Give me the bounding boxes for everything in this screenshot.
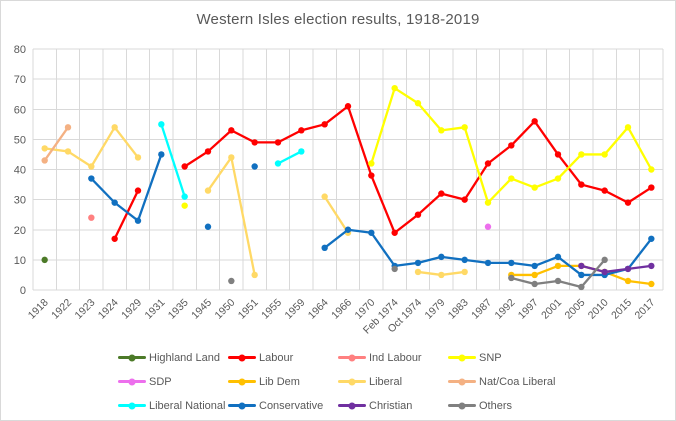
svg-text:1959: 1959 [282, 297, 307, 322]
legend-swatch-labour [228, 354, 256, 361]
svg-text:1923: 1923 [72, 297, 97, 322]
svg-text:1922: 1922 [49, 297, 74, 322]
series-ind-labour [88, 214, 95, 221]
legend-swatch-highland-land [118, 354, 146, 361]
legend-item-highland-land: Highland Land [118, 350, 228, 365]
legend-swatch-liberal [338, 378, 366, 385]
legend-item-lib-dem: Lib Dem [228, 374, 338, 389]
svg-text:1955: 1955 [259, 297, 284, 322]
svg-text:30: 30 [14, 195, 26, 207]
legend-label: Liberal National [149, 399, 226, 412]
legend-item-sdp: SDP [118, 374, 228, 389]
legend-label: Others [479, 399, 513, 412]
svg-text:2017: 2017 [632, 297, 657, 322]
legend-label: Labour [259, 351, 294, 364]
series-labour [111, 103, 655, 242]
svg-text:1935: 1935 [166, 297, 191, 322]
series-snp [181, 84, 655, 209]
legend-item-others: Others [448, 398, 558, 413]
legend-swatch-snp [448, 354, 476, 361]
chart-legend: Highland Land Labour Ind Labour SNP SDP Lib D… [118, 350, 558, 413]
gridlines [32, 48, 664, 291]
legend-label: Liberal [369, 375, 403, 388]
legend-item-liberal-national: Liberal National [118, 398, 228, 413]
chart-title: Western Isles election results, 1918-201… [196, 11, 480, 28]
legend-swatch-christian [338, 402, 366, 409]
svg-text:1945: 1945 [189, 297, 214, 322]
line-chart: 0102030405060708019181922192319241929193… [14, 44, 664, 337]
legend-label: Ind Labour [369, 351, 422, 364]
series-liberal [41, 124, 468, 279]
legend-swatch-ind-labour [338, 354, 366, 361]
legend-item-christian: Christian [338, 398, 448, 413]
series-highland-land [41, 256, 48, 264]
svg-text:70: 70 [14, 74, 26, 86]
series-others [228, 256, 608, 291]
svg-text:80: 80 [14, 44, 26, 56]
svg-text:1992: 1992 [492, 297, 517, 322]
legend-swatch-conservative [228, 402, 256, 409]
svg-text:1979: 1979 [422, 297, 447, 322]
legend-item-ind-labour: Ind Labour [338, 350, 448, 365]
y-axis-labels: 0 10 20 30 40 50 60 70 80 [14, 44, 26, 297]
svg-text:40: 40 [14, 165, 26, 177]
svg-text:1929: 1929 [119, 297, 144, 322]
svg-text:0: 0 [20, 285, 26, 297]
svg-text:2005: 2005 [562, 297, 587, 322]
svg-text:1997: 1997 [516, 297, 541, 322]
svg-text:1983: 1983 [446, 297, 471, 322]
series-sdp [484, 223, 492, 230]
legend-label: Conservative [259, 399, 324, 412]
x-axis-labels: 1918192219231924192919311935194519501951… [26, 297, 658, 337]
svg-text:2001: 2001 [539, 297, 564, 322]
legend-swatch-others [448, 402, 476, 409]
legend-label: Highland Land [149, 351, 220, 364]
legend-label: Christian [369, 399, 413, 412]
svg-text:1987: 1987 [469, 297, 494, 322]
legend-swatch-liberal-national [118, 402, 146, 409]
legend-label: SDP [149, 375, 172, 388]
legend-label: SNP [479, 351, 502, 364]
svg-text:60: 60 [14, 104, 26, 116]
legend-item-snp: SNP [448, 350, 558, 365]
svg-text:1924: 1924 [96, 297, 121, 322]
series-christian [578, 262, 655, 276]
svg-text:1964: 1964 [306, 297, 331, 322]
legend-swatch-sdp [118, 378, 146, 385]
legend-item-conservative: Conservative [228, 398, 338, 413]
legend-item-labour: Labour [228, 350, 338, 365]
svg-text:1966: 1966 [329, 297, 354, 322]
legend-label: Lib Dem [259, 375, 300, 388]
series-nat-coa-liberal [41, 124, 72, 164]
legend-swatch-lib-dem [228, 378, 256, 385]
svg-text:1918: 1918 [26, 297, 51, 322]
legend-swatch-nat-coa-liberal [448, 378, 476, 385]
legend-label: Nat/Coa Liberal [479, 375, 556, 388]
svg-text:20: 20 [14, 225, 26, 237]
svg-text:2015: 2015 [609, 297, 634, 322]
legend-item-liberal: Liberal [338, 374, 448, 389]
svg-text:10: 10 [14, 255, 26, 267]
series-liberal-national [158, 121, 305, 200]
svg-text:50: 50 [14, 134, 26, 146]
svg-text:1951: 1951 [236, 297, 261, 322]
svg-text:1950: 1950 [212, 297, 237, 322]
svg-text:2010: 2010 [586, 297, 611, 322]
legend-item-nat-coa-liberal: Nat/Coa Liberal [448, 374, 558, 389]
svg-text:1931: 1931 [142, 297, 167, 322]
